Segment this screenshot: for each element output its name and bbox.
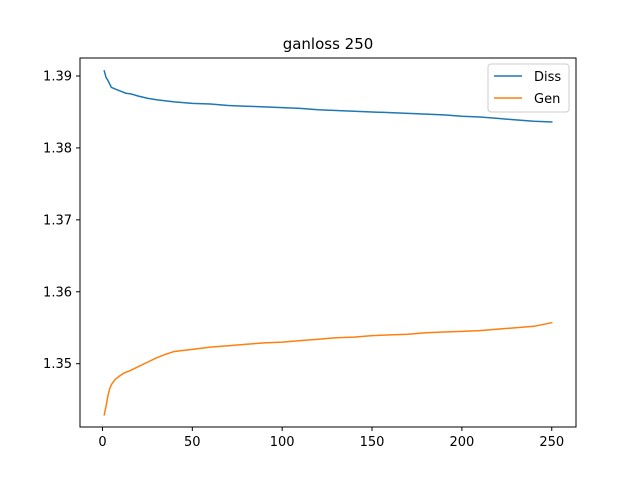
y-tick-label: 1.35 bbox=[43, 357, 72, 372]
x-tick-label: 150 bbox=[360, 435, 385, 450]
y-tick-label: 1.36 bbox=[43, 285, 72, 300]
x-tick-label: 200 bbox=[449, 435, 474, 450]
chart-title: ganloss 250 bbox=[283, 35, 374, 53]
y-tick-label: 1.37 bbox=[43, 213, 72, 228]
x-tick-label: 50 bbox=[184, 435, 201, 450]
y-tick-label: 1.39 bbox=[43, 69, 72, 84]
x-tick-label: 100 bbox=[270, 435, 295, 450]
series-line-diss bbox=[103, 70, 553, 123]
series-line-gen bbox=[103, 321, 553, 416]
legend-label-gen: Gen bbox=[534, 92, 560, 107]
y-tick-label: 1.38 bbox=[43, 141, 72, 156]
legend: Diss Gen bbox=[487, 63, 570, 113]
legend-label-diss: Diss bbox=[534, 70, 561, 85]
x-tick-label: 250 bbox=[539, 435, 564, 450]
x-tick-label: 0 bbox=[98, 435, 106, 450]
plot-frame bbox=[79, 57, 577, 428]
